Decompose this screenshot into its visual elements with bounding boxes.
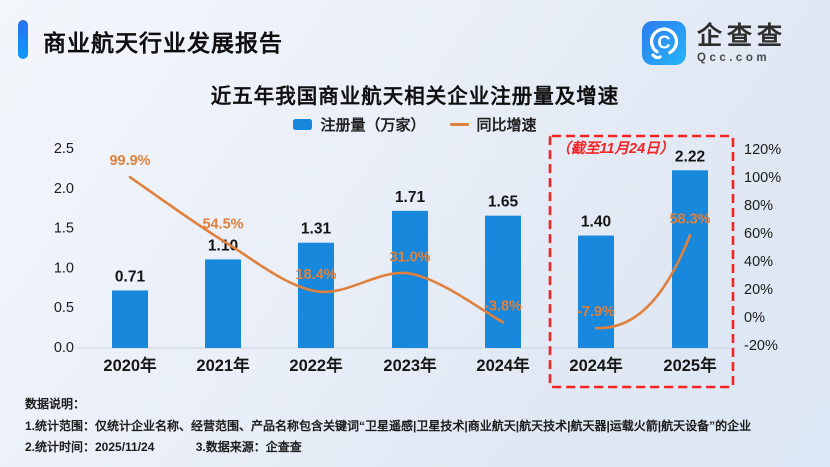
x-axis-label-4: 2024年 — [476, 355, 530, 375]
line-legend-swatch — [449, 122, 469, 127]
right-axis-tick-2: 20% — [744, 282, 773, 298]
registrations-bar-5 — [578, 235, 614, 348]
x-axis-label-0: 2020年 — [103, 355, 157, 375]
bar-value-label-6: 2.22 — [675, 148, 705, 165]
growth-point-label-3: 31.0% — [389, 250, 430, 266]
right-axis-tick-5: 80% — [744, 198, 773, 214]
bar-value-label-0: 0.71 — [115, 268, 146, 285]
legend-item-growth: 同比增速 — [449, 114, 537, 135]
growth-point-label-1: 54.5% — [202, 217, 243, 233]
growth-line-segment-0 — [128, 175, 505, 324]
growth-point-label-6: 58.3% — [669, 211, 710, 227]
registrations-bar-4 — [485, 215, 521, 348]
legend-label-growth: 同比增速 — [476, 117, 537, 134]
left-axis-tick-1: 0.5 — [54, 300, 74, 316]
left-axis-tick-0: 0.0 — [54, 340, 74, 356]
right-axis-tick-4: 60% — [744, 226, 773, 242]
registrations-bar-3 — [392, 210, 428, 348]
header-accent-bar — [18, 20, 28, 59]
report-title: 商业航天行业发展报告 — [43, 30, 283, 56]
right-axis-tick-3: 40% — [744, 254, 773, 270]
right-axis-tick-6: 100% — [744, 170, 781, 186]
notes-heading: 数据说明： — [25, 397, 86, 411]
left-axis-tick-2: 1.0 — [54, 260, 74, 276]
highlight-annotation: （截至11月24日） — [556, 140, 674, 157]
legend-item-registrations: 注册量（万家） — [293, 114, 426, 135]
growth-line-segment-1 — [594, 234, 692, 330]
x-axis-label-6: 2025年 — [663, 355, 717, 375]
registrations-bar-6 — [672, 170, 708, 348]
notes-scope: 1.统计范围：仅统计企业名称、经营范围、产品名称包含关键词“卫星遥感|卫星技术|… — [25, 418, 752, 433]
x-axis-label-1: 2021年 — [196, 355, 250, 375]
notes-date: 2.统计时间：2025/11/24 — [25, 440, 155, 454]
growth-point-label-4: -3.8% — [484, 298, 522, 314]
bar-legend-swatch — [293, 119, 313, 130]
qcc-logo-name: 企查查 — [697, 21, 788, 50]
bar-value-label-4: 1.65 — [488, 194, 519, 211]
chart-legend: 注册量（万家） 同比增速 — [0, 114, 830, 135]
bar-value-label-2: 1.31 — [301, 221, 332, 238]
growth-point-label-0: 99.9% — [109, 153, 150, 169]
left-axis-tick-3: 1.5 — [54, 221, 74, 237]
svg-text:C: C — [657, 32, 670, 52]
bar-value-label-3: 1.71 — [395, 189, 426, 206]
data-notes: 数据说明： 1.统计范围：仅统计企业名称、经营范围、产品名称包含关键词“卫星遥感… — [25, 394, 751, 459]
left-axis-tick-5: 2.5 — [54, 141, 74, 157]
x-axis-label-5: 2024年 — [569, 355, 623, 375]
growth-point-label-5: -7.9% — [577, 304, 615, 320]
right-axis-tick-7: 120% — [744, 142, 781, 158]
notes-meta: 2.统计时间：2025/11/24 3.数据来源：企查查 — [25, 437, 751, 459]
notes-source: 3.数据来源：企查查 — [195, 440, 302, 454]
chart-title: 近五年我国商业航天相关企业注册量及增速 — [210, 85, 620, 108]
right-axis-tick-1: 0% — [744, 310, 765, 326]
x-axis-label-3: 2023年 — [383, 355, 437, 375]
legend-label-registrations: 注册量（万家） — [320, 117, 426, 134]
qcc-logo: C 企查查 Qcc.com — [641, 20, 787, 66]
left-axis-tick-4: 2.0 — [54, 181, 74, 197]
registrations-bar-2 — [298, 242, 334, 348]
right-axis-tick-0: -20% — [744, 338, 778, 354]
qcc-logo-icon: C — [641, 20, 687, 66]
qcc-logo-domain: Qcc.com — [697, 51, 771, 64]
registrations-bar-1 — [205, 259, 241, 348]
growth-point-label-2: 18.4% — [295, 267, 336, 283]
x-axis-label-2: 2022年 — [289, 355, 343, 375]
bar-value-label-5: 1.40 — [581, 214, 611, 231]
bar-value-label-1: 1.10 — [208, 237, 238, 254]
registrations-bar-0 — [112, 290, 148, 348]
highlight-box — [548, 134, 735, 389]
